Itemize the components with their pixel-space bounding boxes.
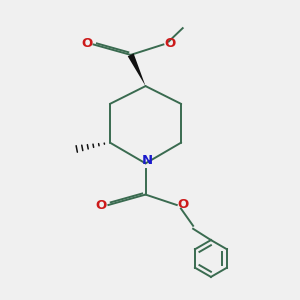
Text: O: O [81, 38, 93, 50]
Text: O: O [178, 199, 189, 212]
Text: O: O [164, 38, 175, 50]
Text: N: N [142, 154, 153, 167]
Polygon shape [128, 53, 146, 86]
Text: O: O [96, 199, 107, 212]
